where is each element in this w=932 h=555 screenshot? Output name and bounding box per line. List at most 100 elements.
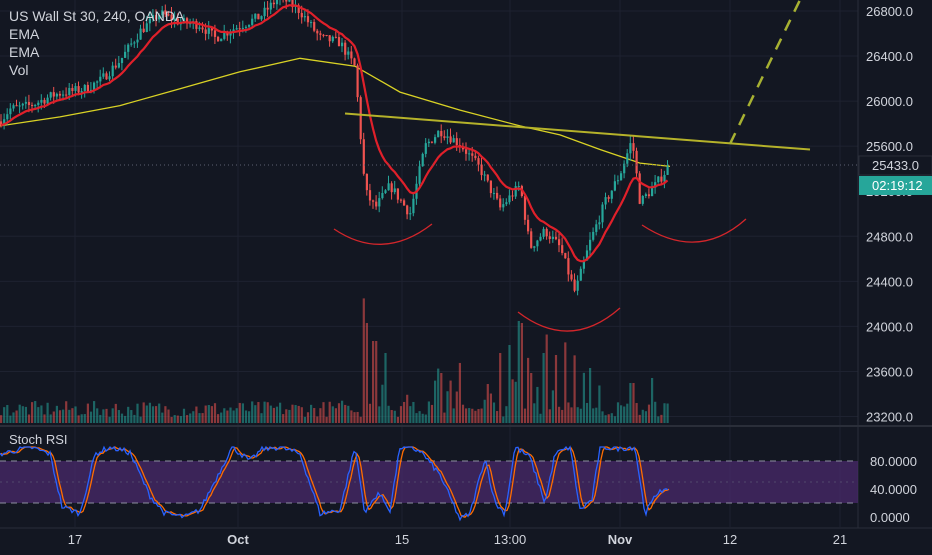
- candle-body-9: [27, 102, 31, 106]
- volume-bar-83: [257, 402, 260, 423]
- candle-body-186: [576, 280, 579, 291]
- candle-body-39: [120, 57, 124, 64]
- volume-bar-32: [99, 414, 102, 423]
- volume-bar-168: [520, 323, 523, 423]
- candle-body-203: [629, 143, 632, 154]
- price-tick-1: 26400.0: [866, 49, 913, 64]
- volume-bar-124: [384, 353, 387, 423]
- volume-bar-22: [68, 409, 71, 423]
- volume-bar-110: [341, 400, 344, 423]
- volume-bar-122: [378, 406, 381, 423]
- volume-bar-189: [585, 402, 589, 423]
- volume-bar-169: [523, 408, 527, 423]
- volume-bar-25: [77, 415, 80, 423]
- candle-body-33: [102, 73, 105, 77]
- ema-fast-legend[interactable]: EMA: [9, 26, 40, 42]
- volume-bar-4: [12, 412, 15, 423]
- volume-bar-155: [480, 408, 483, 423]
- volume-bar-81: [251, 401, 254, 423]
- candle-body-179: [554, 236, 558, 240]
- volume-bar-152: [471, 408, 474, 423]
- candle-body-2: [6, 114, 9, 120]
- volume-bar-60: [186, 415, 189, 423]
- candle-body-155: [480, 164, 483, 176]
- volume-bar-94: [291, 404, 294, 423]
- candle-body-121: [375, 201, 378, 207]
- candles: [0, 0, 669, 296]
- stoch-rsi-pane: [0, 445, 858, 522]
- volume-bar-1: [3, 407, 6, 423]
- volume-bar-105: [325, 416, 328, 423]
- candle-body-56: [173, 18, 176, 21]
- candle-body-52: [161, 10, 164, 16]
- candle-body-115: [356, 65, 359, 98]
- candle-body-48: [148, 18, 151, 24]
- candle-body-36: [111, 65, 114, 77]
- candle-body-193: [598, 222, 601, 225]
- candle-body-11: [34, 105, 37, 107]
- volume-bar-153: [474, 410, 477, 423]
- volume-bar-91: [282, 414, 285, 423]
- candle-body-41: [127, 44, 130, 52]
- candle-body-6: [18, 105, 21, 107]
- volume-bar-12: [37, 407, 40, 423]
- candle-body-143: [443, 136, 446, 138]
- candle-body-42: [130, 43, 133, 45]
- candle-body-112: [347, 51, 350, 55]
- volume-bar-179: [554, 355, 558, 423]
- candle-body-77: [238, 28, 241, 30]
- volume-bar-171: [530, 373, 533, 423]
- candle-body-120: [372, 200, 375, 202]
- volume-bar-50: [155, 406, 158, 423]
- volume-bar-46: [142, 402, 145, 423]
- candle-body-111: [344, 42, 347, 55]
- last-price-text: 25433.0: [872, 158, 919, 173]
- volume-bar-141: [437, 368, 440, 423]
- ema-slow-legend[interactable]: EMA: [9, 44, 40, 60]
- volume-bar-36: [111, 408, 114, 423]
- volume-bar-55: [170, 416, 173, 423]
- candle-body-8: [24, 102, 27, 104]
- candle-body-44: [136, 39, 139, 43]
- candle-body-197: [610, 190, 613, 199]
- candle-body-177: [548, 236, 551, 239]
- volume-bar-74: [229, 407, 232, 423]
- volume-bar-118: [365, 323, 368, 423]
- candle-body-45: [139, 28, 142, 40]
- volume-bar-211: [654, 401, 657, 423]
- volume-bar-115: [356, 411, 359, 423]
- volume-bar-76: [235, 408, 238, 423]
- symbol-title[interactable]: US Wall St 30, 240, OANDA: [9, 8, 185, 24]
- stoch-rsi-label[interactable]: Stoch RSI: [9, 432, 68, 447]
- candle-body-14: [43, 99, 46, 104]
- candle-body-147: [455, 138, 458, 146]
- candle-body-190: [589, 239, 592, 251]
- candle-body-214: [663, 174, 666, 182]
- volume-bar-138: [427, 401, 430, 423]
- candle-body-67: [207, 28, 210, 34]
- volume-bar-84: [260, 413, 263, 423]
- time-tick-0: 17: [68, 532, 82, 547]
- volume-bar-90: [279, 402, 282, 423]
- candle-body-92: [285, 0, 288, 2]
- candle-body-110: [341, 42, 344, 47]
- volume-bar-40: [124, 415, 127, 423]
- volume-bar-106: [328, 401, 331, 423]
- volume-bar-9: [27, 414, 31, 423]
- volume-bar-68: [210, 406, 213, 423]
- volume-bar-2: [6, 405, 9, 423]
- candle-body-47: [145, 23, 148, 32]
- volume-bar-203: [629, 383, 632, 423]
- volume-legend[interactable]: Vol: [9, 62, 29, 78]
- candle-body-131: [406, 205, 409, 215]
- candle-body-46: [142, 28, 145, 32]
- candle-body-146: [452, 138, 455, 143]
- volume-bar-52: [161, 412, 164, 423]
- volume-bar-29: [89, 411, 93, 423]
- volume-bar-154: [477, 409, 480, 423]
- candle-body-129: [399, 199, 403, 201]
- volume-bar-206: [638, 414, 641, 423]
